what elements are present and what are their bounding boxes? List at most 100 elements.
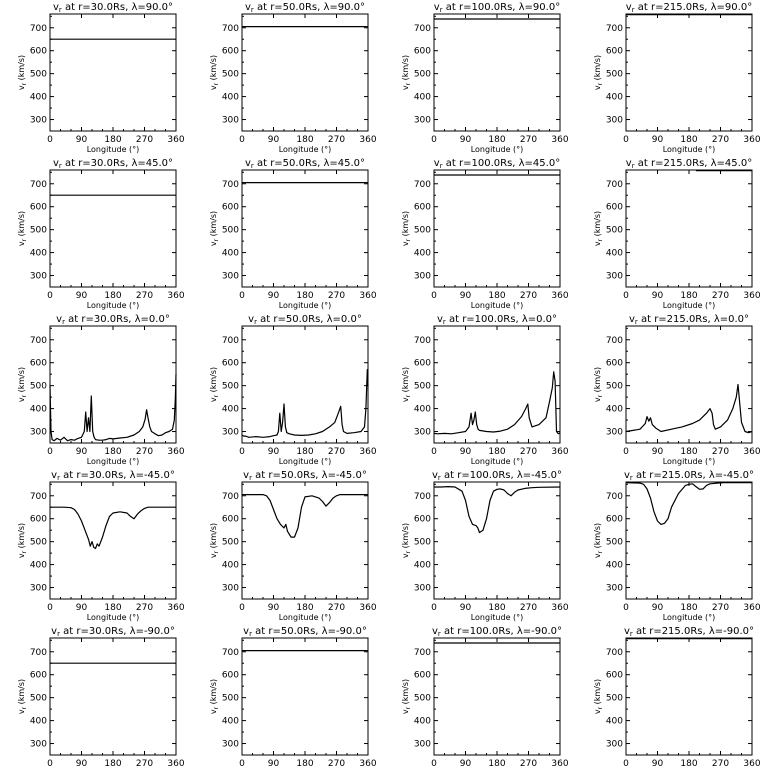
y-tick-label: 700 (30, 336, 47, 346)
x-axis-label: Longitude (°) (663, 457, 716, 466)
plot-frame (241, 169, 369, 288)
subplot-r215.0-lat-90.0: vr at r=215.0Rs, λ=-90.0° 0 90 180 270 360 300… (593, 626, 761, 768)
x-tick-label: 270 (712, 291, 729, 301)
plot-frame (49, 169, 177, 288)
x-tick-label: 180 (488, 603, 505, 613)
subplot-title: vr at r=30.0Rs, λ=-45.0° (51, 470, 175, 482)
y-axis-label: vr (km/s) (17, 367, 28, 402)
x-tick-label: 0 (431, 135, 437, 145)
y-axis-label: vr (km/s) (17, 523, 28, 558)
y-tick-label: 500 (606, 226, 623, 236)
subplot-r215.0-lat90.0: vr at r=215.0Rs, λ=90.0° 0 90 180 270 360 300 4… (593, 2, 761, 154)
y-tick-label: 300 (414, 428, 431, 438)
y-tick-label: 700 (606, 492, 623, 502)
y-axis-label: vr (km/s) (17, 211, 28, 246)
x-tick-label: 270 (328, 135, 345, 145)
plot-frame (625, 325, 753, 444)
x-tick-label: 270 (328, 291, 345, 301)
y-tick-label: 600 (606, 671, 623, 681)
x-tick-label: 360 (359, 759, 376, 768)
x-tick-label: 270 (712, 135, 729, 145)
y-tick-label: 600 (222, 671, 239, 681)
x-tick-label: 360 (167, 447, 184, 457)
x-tick-label: 0 (47, 135, 53, 145)
y-tick-label: 600 (414, 203, 431, 213)
x-tick-label: 270 (712, 447, 729, 457)
x-axis-label: Longitude (°) (663, 613, 716, 622)
x-tick-label: 0 (239, 291, 245, 301)
y-axis-label: vr (km/s) (209, 523, 220, 558)
x-tick-label: 270 (520, 447, 537, 457)
x-tick-label: 90 (76, 603, 88, 613)
y-tick-label: 600 (30, 359, 47, 369)
x-tick-label: 90 (76, 447, 88, 457)
x-tick-label: 270 (328, 447, 345, 457)
x-tick-label: 270 (136, 447, 153, 457)
y-tick-label: 300 (606, 428, 623, 438)
y-tick-label: 300 (222, 272, 239, 282)
y-tick-label: 300 (222, 116, 239, 126)
y-tick-label: 300 (414, 740, 431, 750)
subplot-r100.0-lat-90.0: vr at r=100.0Rs, λ=-90.0° 0 90 180 270 360 300… (401, 626, 569, 768)
x-tick-label: 270 (520, 759, 537, 768)
y-tick-label: 300 (30, 428, 47, 438)
x-tick-label: 360 (359, 291, 376, 301)
x-tick-label: 0 (47, 447, 53, 457)
subplot-r50.0-lat45.0: vr at r=50.0Rs, λ=45.0° 0 90 180 270 360 300 40… (209, 158, 377, 310)
plot-frame (241, 481, 369, 600)
x-tick-label: 270 (136, 759, 153, 768)
y-tick-label: 500 (222, 694, 239, 704)
y-tick-label: 600 (606, 515, 623, 525)
x-tick-label: 270 (328, 603, 345, 613)
y-axis-label: vr (km/s) (401, 211, 412, 246)
x-tick-label: 90 (652, 759, 664, 768)
y-tick-label: 300 (414, 116, 431, 126)
subplot-r30.0-lat90.0: vr at r=30.0Rs, λ=90.0° 0 90 180 270 360 300 40… (17, 2, 185, 154)
y-tick-label: 500 (414, 382, 431, 392)
subplot-title: vr at r=50.0Rs, λ=90.0° (245, 2, 365, 14)
subplot-title: vr at r=50.0Rs, λ=-90.0° (243, 626, 367, 638)
x-axis-label: Longitude (°) (471, 301, 524, 310)
x-tick-label: 270 (520, 603, 537, 613)
x-tick-label: 180 (296, 603, 313, 613)
x-axis-label: Longitude (°) (663, 145, 716, 154)
plot-frame (433, 637, 561, 756)
plot-frame (49, 481, 177, 600)
x-axis-label: Longitude (°) (87, 145, 140, 154)
subplot-r50.0-lat90.0: vr at r=50.0Rs, λ=90.0° 0 90 180 270 360 300 40… (209, 2, 377, 154)
x-axis-label: Longitude (°) (87, 613, 140, 622)
x-tick-label: 0 (623, 291, 629, 301)
subplot-r100.0-lat-45.0: vr at r=100.0Rs, λ=-45.0° 0 90 180 270 360 300… (401, 470, 569, 622)
plot-frame (433, 325, 561, 444)
y-tick-label: 600 (222, 515, 239, 525)
y-tick-label: 600 (30, 203, 47, 213)
subplot-title: vr at r=30.0Rs, λ=0.0° (56, 314, 170, 326)
y-tick-label: 700 (606, 648, 623, 658)
y-axis-label: vr (km/s) (401, 523, 412, 558)
y-axis-label: vr (km/s) (17, 55, 28, 90)
x-tick-label: 180 (104, 603, 121, 613)
y-tick-label: 300 (30, 740, 47, 750)
subplot-title: vr at r=100.0Rs, λ=-90.0° (432, 626, 562, 638)
y-tick-label: 400 (30, 717, 47, 727)
y-tick-label: 500 (222, 226, 239, 236)
y-tick-label: 600 (414, 359, 431, 369)
x-tick-label: 90 (268, 135, 280, 145)
x-tick-label: 360 (551, 135, 568, 145)
x-tick-label: 90 (652, 135, 664, 145)
x-tick-label: 180 (488, 291, 505, 301)
y-tick-label: 600 (30, 671, 47, 681)
x-tick-label: 0 (239, 447, 245, 457)
y-tick-label: 700 (606, 180, 623, 190)
x-tick-label: 90 (652, 603, 664, 613)
plot-frame (241, 13, 369, 132)
y-tick-label: 400 (30, 93, 47, 103)
y-axis-label: vr (km/s) (593, 55, 604, 90)
subplot-r215.0-lat0.0: vr at r=215.0Rs, λ=0.0° 0 90 180 270 360 300 40… (593, 314, 761, 466)
y-tick-label: 400 (414, 93, 431, 103)
y-axis-label: vr (km/s) (593, 523, 604, 558)
x-tick-label: 90 (268, 759, 280, 768)
subplot-r215.0-lat-45.0: vr at r=215.0Rs, λ=-45.0° 0 90 180 270 360 300… (593, 470, 761, 622)
x-tick-label: 360 (551, 759, 568, 768)
x-axis-label: Longitude (°) (663, 301, 716, 310)
